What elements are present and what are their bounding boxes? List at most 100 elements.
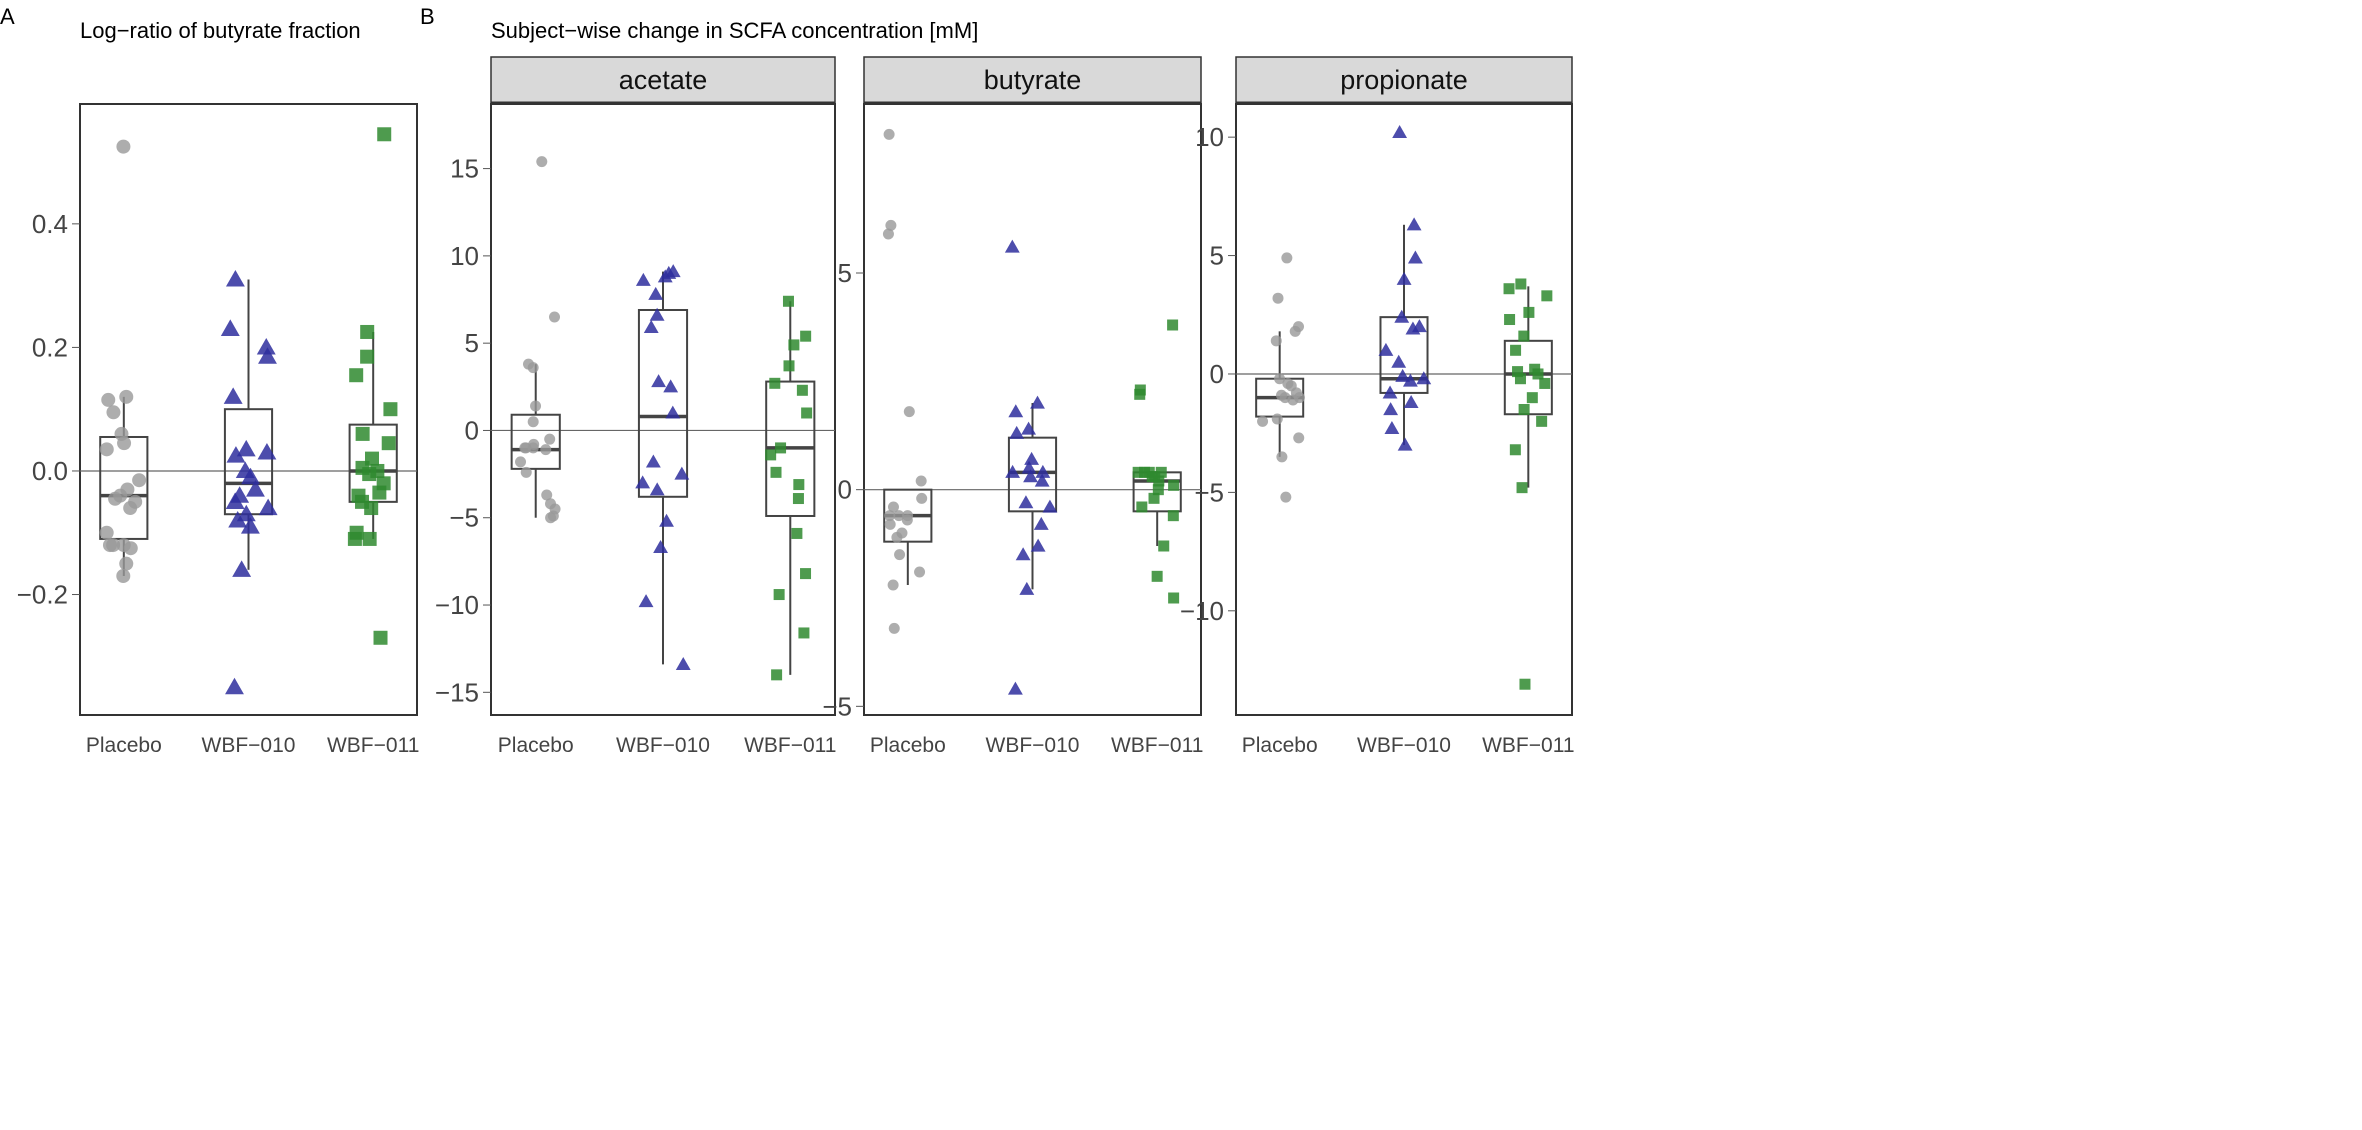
data-point-wbf-011: [771, 669, 783, 681]
facet-label: acetate: [619, 65, 708, 95]
plot-frame: [863, 103, 1202, 716]
data-point-placebo: [884, 518, 896, 530]
data-point-placebo: [1270, 335, 1282, 347]
data-point-placebo: [99, 442, 114, 457]
x-tick-label: Placebo: [870, 734, 946, 757]
data-point-wbf-010: [635, 272, 651, 286]
data-point-wbf-010: [1009, 425, 1025, 439]
data-point-wbf-010: [228, 510, 248, 528]
data-point-wbf-011: [1153, 475, 1165, 487]
data-point-placebo: [99, 525, 114, 540]
data-point-wbf-010: [257, 442, 277, 460]
data-point-placebo: [116, 568, 131, 583]
data-point-wbf-010: [1406, 217, 1422, 231]
x-tick-label: Placebo: [86, 734, 162, 757]
data-point-placebo: [520, 466, 532, 478]
data-point-wbf-010: [645, 454, 661, 468]
data-point-wbf-010: [648, 286, 664, 300]
y-tick-label: 5: [1210, 241, 1224, 271]
data-point-wbf-011: [347, 531, 362, 546]
data-point-wbf-010: [651, 374, 667, 388]
y-tick-label: 0.4: [32, 209, 68, 239]
data-point-wbf-010: [236, 439, 256, 457]
data-point-placebo: [117, 436, 132, 451]
data-point-wbf-010: [643, 320, 659, 334]
data-point-wbf-010: [241, 467, 260, 485]
data-point-wbf-010: [225, 492, 245, 509]
y-tick-label: 15: [450, 154, 479, 184]
data-point-placebo: [893, 510, 905, 522]
facet-label: butyrate: [984, 65, 1082, 95]
data-point-placebo: [1274, 373, 1286, 385]
data-point-placebo: [1293, 432, 1305, 444]
y-tick-label: 0: [465, 415, 479, 445]
data-point-wbf-010: [1023, 469, 1038, 483]
data-point-placebo: [544, 433, 556, 445]
data-point-placebo: [123, 501, 138, 516]
data-point-placebo: [119, 556, 134, 571]
plot-frame: [1235, 103, 1573, 716]
data-point-placebo: [887, 579, 899, 591]
data-point-wbf-010: [232, 560, 252, 577]
panel-label-b: B: [420, 4, 435, 29]
data-point-wbf-010: [1407, 250, 1423, 264]
data-point-wbf-011: [782, 295, 794, 307]
data-point-wbf-011: [798, 627, 810, 639]
data-point-wbf-010: [1008, 404, 1024, 418]
panel-b-title: Subject−wise change in SCFA concentratio…: [491, 18, 978, 43]
data-point-wbf-010: [256, 337, 276, 355]
data-point-wbf-011: [791, 527, 803, 539]
data-point-wbf-011: [1541, 290, 1553, 302]
data-point-wbf-010: [1397, 437, 1413, 451]
data-point-placebo: [1281, 252, 1293, 264]
y-tick-label: 10: [1195, 122, 1224, 152]
data-point-wbf-010: [1402, 373, 1418, 387]
data-point-wbf-010: [1033, 516, 1049, 530]
data-point-placebo: [519, 442, 531, 454]
facet-strip: [490, 56, 836, 104]
data-point-wbf-011: [1136, 501, 1148, 513]
x-tick-label: Placebo: [498, 734, 574, 757]
data-point-placebo: [527, 416, 539, 428]
data-point-wbf-010: [1383, 402, 1399, 416]
data-point-wbf-011: [1168, 592, 1180, 604]
data-point-placebo: [540, 444, 552, 456]
data-point-placebo: [1257, 415, 1269, 427]
data-point-wbf-010: [1024, 451, 1040, 465]
panel-label-a: A: [0, 4, 15, 29]
x-tick-label: WBF−010: [202, 734, 296, 757]
data-point-wbf-010: [1015, 547, 1031, 561]
x-tick-label: Placebo: [1242, 734, 1318, 757]
y-tick-label: 5: [838, 258, 852, 288]
data-point-wbf-011: [1532, 368, 1544, 380]
data-point-placebo: [541, 489, 553, 501]
data-point-placebo: [108, 491, 123, 506]
facet-label: propionate: [1340, 65, 1468, 95]
data-point-wbf-010: [657, 269, 673, 283]
data-point-placebo: [1289, 325, 1301, 337]
data-point-wbf-011: [1510, 344, 1522, 356]
data-point-wbf-011: [1503, 283, 1515, 295]
data-point-wbf-011: [360, 349, 375, 364]
data-point-wbf-011: [765, 449, 777, 461]
data-point-placebo: [515, 456, 527, 468]
data-point-wbf-010: [220, 319, 240, 336]
y-tick-label: −5: [1194, 477, 1224, 507]
data-point-placebo: [888, 622, 900, 634]
data-point-wbf-011: [372, 485, 387, 500]
panel-0: 0.4 0.2 0.0 −0.2 Placebo WBF−010 WBF−011: [17, 103, 419, 757]
data-point-wbf-010: [649, 482, 665, 496]
y-tick-label: −10: [1180, 596, 1224, 626]
data-point-wbf-010: [258, 347, 277, 364]
data-point-wbf-011: [349, 368, 364, 383]
data-point-wbf-011: [1152, 484, 1164, 496]
data-point-placebo: [891, 531, 903, 543]
data-point-wbf-010: [1382, 385, 1398, 399]
data-point-wbf-010: [1395, 368, 1411, 382]
data-point-placebo: [903, 406, 915, 418]
data-point-wbf-010: [1021, 460, 1037, 474]
data-point-placebo: [549, 311, 561, 323]
data-point-wbf-010: [1035, 464, 1051, 478]
data-point-wbf-010: [1405, 321, 1421, 335]
data-point-wbf-010: [225, 270, 245, 287]
